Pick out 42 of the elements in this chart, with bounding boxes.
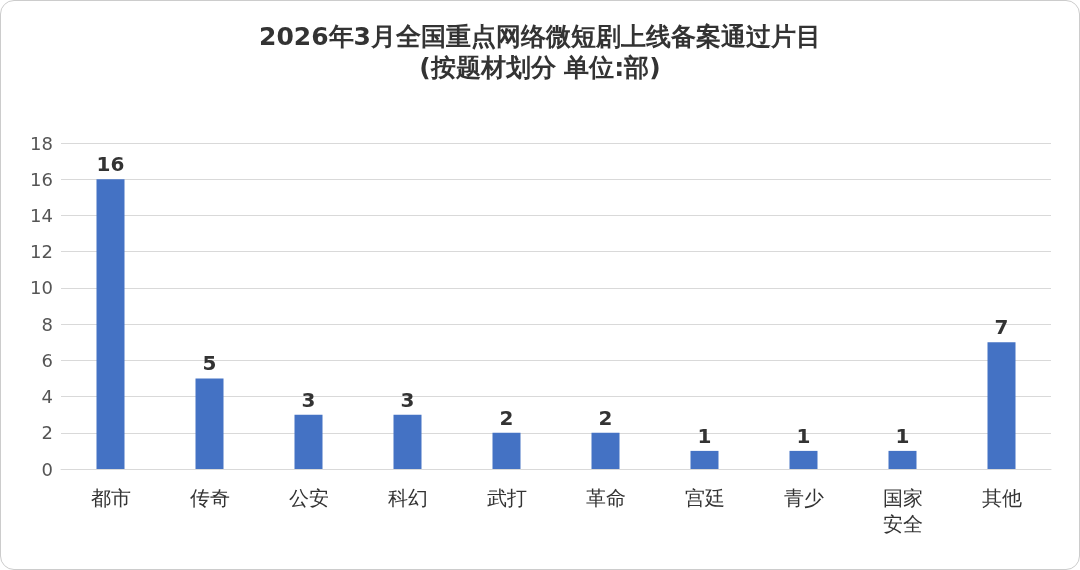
bar bbox=[492, 432, 521, 469]
y-tick-label: 0 bbox=[41, 458, 53, 480]
x-tick-label: 革命 bbox=[585, 486, 626, 510]
y-tick-label: 2 bbox=[41, 422, 53, 444]
data-label: 1 bbox=[895, 423, 910, 448]
data-label: 5 bbox=[202, 351, 217, 376]
x-tick-label: 宫廷 bbox=[684, 486, 725, 510]
bar bbox=[294, 414, 323, 469]
bar bbox=[888, 450, 917, 469]
x-tick-label: 国家安全 bbox=[882, 486, 923, 536]
data-label: 3 bbox=[301, 387, 316, 412]
data-label: 2 bbox=[598, 405, 613, 430]
bar bbox=[96, 179, 125, 469]
y-tick-label: 6 bbox=[41, 349, 53, 371]
x-tick-label: 武打 bbox=[486, 486, 527, 510]
bar bbox=[789, 450, 818, 469]
bar bbox=[393, 414, 422, 469]
bar bbox=[195, 378, 224, 469]
data-label: 2 bbox=[499, 405, 514, 430]
data-label: 16 bbox=[96, 152, 125, 177]
x-tick-label: 传奇 bbox=[189, 486, 230, 510]
y-tick-label: 10 bbox=[30, 277, 53, 299]
data-label: 7 bbox=[994, 315, 1009, 340]
y-tick-label: 4 bbox=[41, 386, 53, 408]
x-tick-label: 青少 bbox=[783, 486, 824, 510]
data-label: 1 bbox=[697, 423, 712, 448]
y-tick-label: 18 bbox=[30, 132, 53, 154]
bar bbox=[591, 432, 620, 469]
x-tick-label: 都市 bbox=[90, 486, 131, 510]
bar bbox=[987, 342, 1016, 469]
x-tick-label: 公安 bbox=[288, 486, 329, 510]
x-tick-label: 其他 bbox=[981, 486, 1022, 510]
y-tick-label: 12 bbox=[30, 241, 53, 263]
data-label: 3 bbox=[400, 387, 415, 412]
y-tick-label: 14 bbox=[30, 204, 53, 226]
bar bbox=[690, 450, 719, 469]
y-tick-label: 16 bbox=[30, 168, 53, 190]
data-label: 1 bbox=[796, 423, 811, 448]
y-tick-label: 8 bbox=[41, 313, 53, 335]
chart-title: 2026年3月全国重点网络微短剧上线备案通过片目 bbox=[259, 22, 821, 51]
x-tick-label: 科幻 bbox=[387, 486, 428, 510]
chart-subtitle: (按题材划分 单位:部) bbox=[419, 53, 661, 82]
